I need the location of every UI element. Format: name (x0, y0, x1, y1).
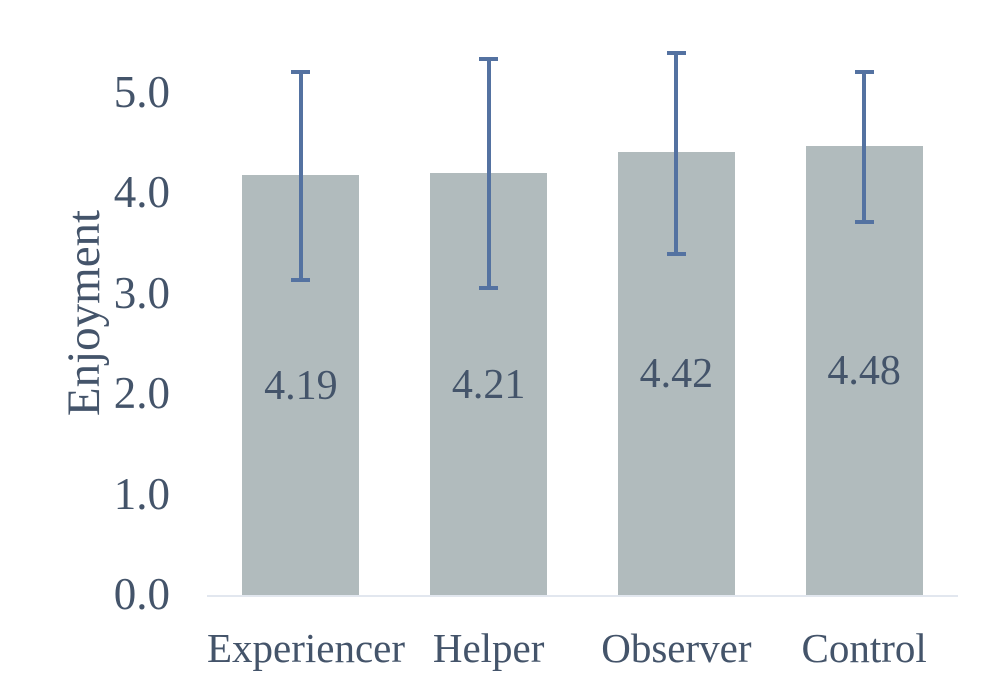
y-tick-label-0.0: 0.0 (113, 569, 170, 619)
y-tick-label-1.0: 1.0 (113, 468, 170, 519)
error-bar-experiencer (298, 71, 303, 280)
y-tick-label-5.0: 5.0 (113, 67, 170, 117)
error-bar-control (862, 71, 867, 222)
y-tick-label-2.0: 2.0 (113, 368, 170, 419)
bar-value-label-observer: 4.42 (639, 351, 714, 398)
error-bar-cap-top-experiencer (291, 69, 311, 74)
x-category-label-control: Control (801, 625, 927, 671)
bar-value-label-control: 4.48 (827, 348, 901, 395)
error-bar-helper (486, 58, 491, 288)
error-bar-cap-bottom-observer (666, 251, 686, 256)
x-category-label-observer: Observer (601, 625, 752, 671)
x-category-label-experiencer: Experiencer (207, 625, 406, 671)
error-bar-cap-top-control (854, 69, 874, 74)
error-bar-observer (674, 52, 679, 254)
error-bar-cap-bottom-helper (479, 285, 499, 290)
error-bar-cap-top-observer (666, 50, 686, 55)
error-bar-cap-bottom-control (854, 219, 874, 224)
x-category-label-helper: Helper (432, 625, 545, 671)
bar-value-label-experiencer: 4.19 (264, 362, 338, 409)
error-bar-cap-bottom-experiencer (291, 277, 311, 282)
y-tick-label-4.0: 4.0 (113, 167, 170, 218)
y-tick-label-3.0: 3.0 (113, 267, 170, 318)
bar-value-label-helper: 4.21 (451, 361, 526, 408)
x-axis-line (207, 595, 958, 597)
error-bar-cap-top-helper (479, 56, 499, 61)
